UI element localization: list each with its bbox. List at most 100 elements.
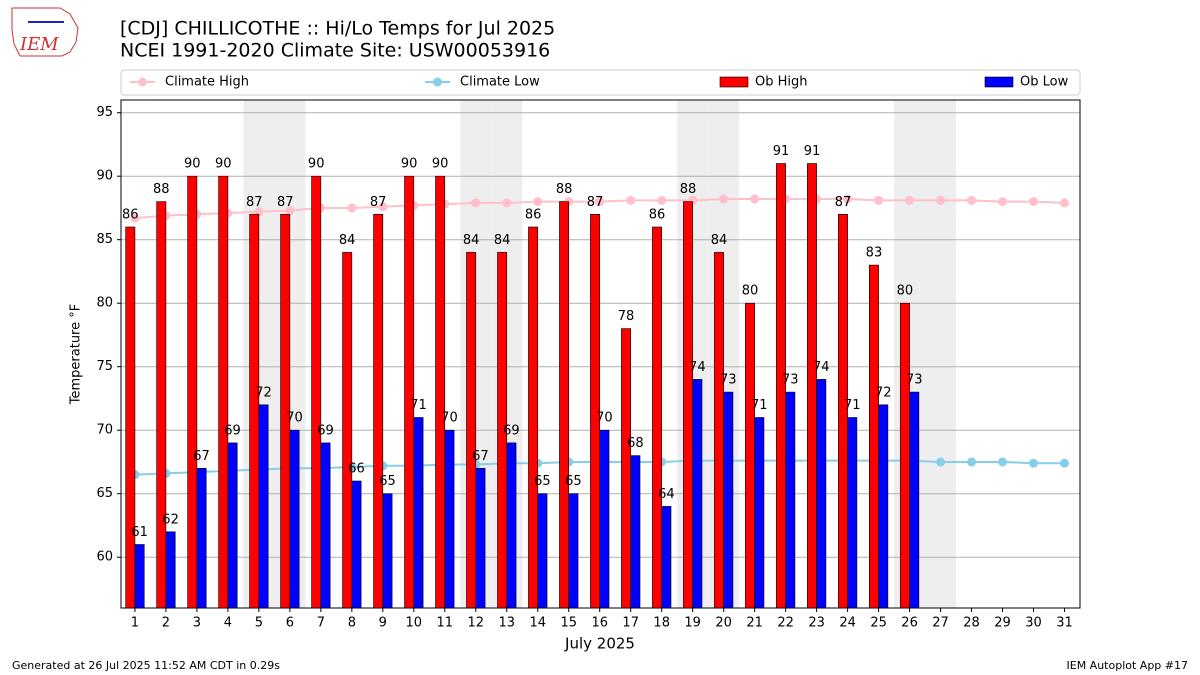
bar xyxy=(723,391,734,609)
data-label: 66 xyxy=(348,462,365,477)
bar xyxy=(661,506,672,609)
data-label: 90 xyxy=(308,157,325,172)
bar xyxy=(630,455,641,609)
bar xyxy=(475,467,486,609)
bar xyxy=(258,404,269,609)
x-tick-label: 25 xyxy=(870,616,887,631)
line-marker xyxy=(533,197,543,207)
data-label: 80 xyxy=(742,284,759,299)
x-tick-label: 17 xyxy=(622,616,639,631)
x-tick-label: 14 xyxy=(529,616,546,631)
x-tick-label: 21 xyxy=(746,616,763,631)
x-tick-label: 18 xyxy=(653,616,670,631)
data-label: 80 xyxy=(897,284,914,299)
bar xyxy=(227,442,238,609)
line-marker xyxy=(750,194,760,204)
y-tick-label: 90 xyxy=(96,169,113,184)
bar xyxy=(289,429,300,609)
line-marker xyxy=(936,195,946,205)
bar xyxy=(528,226,539,609)
data-label: 88 xyxy=(556,182,573,197)
data-label: 67 xyxy=(472,449,489,464)
line-marker xyxy=(657,195,667,205)
data-label: 65 xyxy=(534,474,551,489)
line-marker xyxy=(471,198,481,208)
x-tick-label: 26 xyxy=(901,616,918,631)
weekend-shade xyxy=(925,100,957,608)
bar xyxy=(868,264,879,609)
data-label: 73 xyxy=(720,373,737,388)
x-tick-label: 19 xyxy=(684,616,701,631)
footer-right: IEM Autoplot App #17 xyxy=(1067,659,1189,672)
data-label: 72 xyxy=(255,385,272,400)
bar xyxy=(156,201,167,609)
line-marker xyxy=(719,194,729,204)
y-tick-label: 75 xyxy=(96,359,113,374)
bar xyxy=(196,467,207,609)
bar xyxy=(435,175,446,609)
data-label: 84 xyxy=(463,233,480,248)
line-marker xyxy=(967,195,977,205)
legend-box xyxy=(120,69,1081,96)
y-tick-label: 65 xyxy=(96,486,113,501)
bar xyxy=(878,404,889,609)
line-marker xyxy=(1060,458,1070,468)
data-label: 91 xyxy=(804,144,821,159)
data-label: 61 xyxy=(131,525,148,540)
y-tick-label: 60 xyxy=(96,550,113,565)
x-tick-label: 5 xyxy=(255,616,263,631)
data-label: 86 xyxy=(525,208,542,223)
bar xyxy=(599,429,610,609)
x-tick-label: 11 xyxy=(437,616,454,631)
data-label: 90 xyxy=(184,157,201,172)
bar xyxy=(413,417,424,609)
bar xyxy=(692,379,703,609)
bar xyxy=(125,226,136,609)
bar xyxy=(311,175,322,609)
line-marker xyxy=(874,195,884,205)
data-label: 90 xyxy=(432,157,449,172)
x-tick-label: 7 xyxy=(317,616,325,631)
legend-label: Climate Low xyxy=(460,75,540,90)
data-label: 70 xyxy=(596,411,613,426)
line-marker xyxy=(130,213,140,223)
data-label: 88 xyxy=(680,182,697,197)
data-label: 87 xyxy=(587,195,604,210)
data-label: 86 xyxy=(122,208,139,223)
bar xyxy=(816,379,827,609)
line-marker xyxy=(998,197,1008,207)
line-marker xyxy=(1060,198,1070,208)
data-label: 84 xyxy=(339,233,356,248)
y-tick-label: 70 xyxy=(96,423,113,438)
line-marker xyxy=(595,197,605,207)
line-marker xyxy=(998,457,1008,467)
bar xyxy=(899,302,910,609)
bar xyxy=(652,226,662,609)
legend-label: Climate High xyxy=(165,75,249,90)
legend-label: Ob Low xyxy=(1020,75,1069,90)
data-label: 65 xyxy=(379,474,396,489)
x-tick-label: 6 xyxy=(286,616,294,631)
data-label: 74 xyxy=(689,360,706,375)
data-label: 74 xyxy=(813,360,830,375)
bar xyxy=(382,493,393,609)
bar xyxy=(807,163,817,609)
data-label: 90 xyxy=(401,157,418,172)
bar xyxy=(621,328,632,609)
x-tick-label: 20 xyxy=(715,616,732,631)
x-tick-label: 15 xyxy=(560,616,577,631)
x-tick-label: 27 xyxy=(932,616,949,631)
data-label: 87 xyxy=(835,195,852,210)
bar xyxy=(351,480,362,609)
data-label: 83 xyxy=(866,246,883,261)
data-label: 88 xyxy=(153,182,170,197)
data-label: 90 xyxy=(215,157,232,172)
bar xyxy=(342,252,353,609)
line-marker xyxy=(1029,197,1039,207)
logo-text: IEM xyxy=(19,34,59,55)
bar xyxy=(568,493,579,609)
chart-title: [CDJ] CHILLICOTHE :: Hi/Lo Temps for Jul… xyxy=(120,18,555,40)
data-label: 69 xyxy=(224,423,241,438)
line-marker xyxy=(626,195,636,205)
data-label: 87 xyxy=(370,195,387,210)
